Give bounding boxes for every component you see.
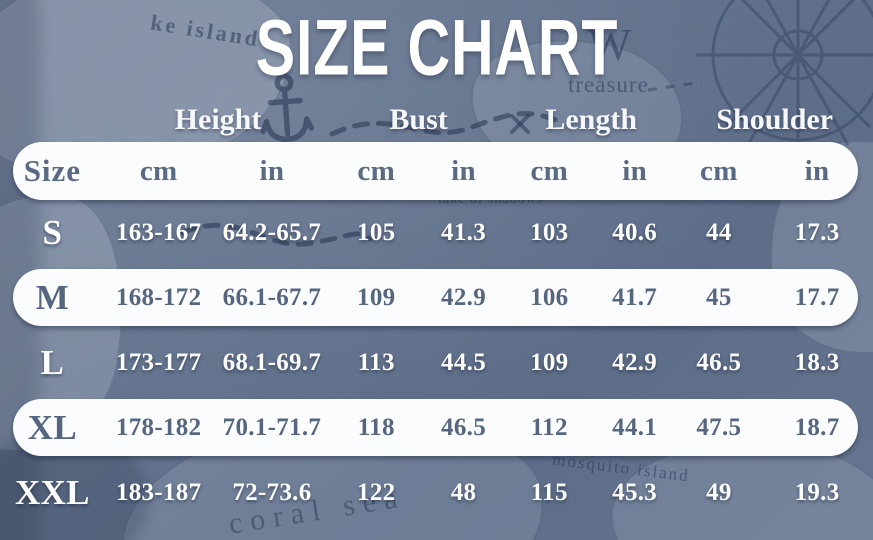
table-cell: 17.3 — [794, 218, 840, 246]
table-cell: 40.6 — [612, 218, 658, 246]
table-cell: 105 — [357, 218, 396, 246]
compass-rose-icon — [688, 0, 873, 165]
table-row-xxl: XXL 183-187 72-73.6 122 48 115 45.3 49 1… — [0, 460, 873, 525]
header-height-in: in — [259, 154, 285, 187]
table-cell: 118 — [357, 413, 395, 441]
table-row-s: S 163-167 64.2-65.7 105 41.3 103 40.6 44… — [0, 200, 873, 265]
size-label: M — [35, 277, 70, 317]
table-cell: 178-182 — [115, 413, 202, 441]
header-size: Size — [23, 153, 82, 188]
column-group-height: Height — [174, 103, 262, 136]
table-cell: 18.7 — [794, 413, 840, 441]
table-cell: 44.5 — [441, 348, 486, 376]
header-length-in: in — [622, 154, 648, 187]
header-bust-cm: cm — [357, 154, 396, 187]
table-cell: 41.3 — [441, 218, 486, 246]
size-label: L — [40, 342, 65, 382]
table-cell: 19.3 — [794, 478, 840, 506]
table-cell: 183-187 — [115, 478, 202, 506]
map-compass-west-letter: W — [588, 19, 632, 70]
table-cell: 41.7 — [612, 283, 658, 311]
map-label-treasure: treasure — [568, 72, 649, 97]
table-cell: 42.9 — [441, 283, 486, 311]
table-cell: 122 — [357, 478, 396, 506]
table-cell: 66.1-67.7 — [222, 283, 322, 311]
header-bust-in: in — [451, 154, 476, 187]
header-shoulder-cm: cm — [700, 154, 738, 187]
table-cell: 18.3 — [794, 348, 840, 376]
table-cell: 68.1-69.7 — [222, 348, 322, 376]
table-cell: 115 — [530, 478, 568, 506]
table-header-row: Size cm in cm in cm in cm in — [0, 142, 873, 200]
table-cell: 113 — [357, 348, 395, 376]
table-cell: 47.5 — [696, 413, 742, 441]
table-cell: 49 — [706, 478, 732, 506]
table-cell: 112 — [530, 413, 568, 441]
table-cell: 103 — [530, 218, 569, 246]
anchor-icon — [255, 70, 316, 152]
table-cell: 17.7 — [794, 283, 840, 311]
header-shoulder-in: in — [804, 154, 830, 187]
header-length-cm: cm — [530, 154, 569, 187]
table-cell: 45.3 — [612, 478, 658, 506]
table-body: S 163-167 64.2-65.7 105 41.3 103 40.6 44… — [0, 200, 873, 525]
table-row-xl: XL 178-182 70.1-71.7 118 46.5 112 44.1 4… — [0, 395, 873, 460]
table-cell: 168-172 — [115, 283, 202, 311]
header-height-cm: cm — [139, 154, 178, 187]
table-cell: 42.9 — [612, 348, 658, 376]
size-label: S — [42, 212, 63, 252]
table-cell: 45 — [706, 283, 732, 311]
table-cell: 70.1-71.7 — [222, 413, 322, 441]
column-group-header-row: Height Bust Length Shoulder — [0, 98, 873, 142]
table-cell: 46.5 — [696, 348, 742, 376]
table-cell: 109 — [357, 283, 396, 311]
table-row-l: L 173-177 68.1-69.7 113 44.5 109 42.9 46… — [0, 330, 873, 395]
table-cell: 163-167 — [115, 218, 202, 246]
size-label: XL — [27, 407, 77, 447]
table-cell: 64.2-65.7 — [222, 218, 322, 246]
page-title: SIZE CHART — [255, 4, 618, 92]
table-cell: 72-73.6 — [232, 478, 312, 506]
column-group-length: Length — [545, 103, 638, 136]
table-row-m: M 168-172 66.1-67.7 109 42.9 106 41.7 45… — [0, 265, 873, 330]
column-group-bust: Bust — [389, 103, 448, 136]
table-cell: 173-177 — [115, 348, 202, 376]
table-cell: 44 — [706, 218, 732, 246]
table-cell: 106 — [530, 283, 569, 311]
table-cell: 48 — [450, 478, 477, 506]
table-cell: 44.1 — [612, 413, 658, 441]
column-group-shoulder: Shoulder — [716, 103, 834, 136]
size-label: XXL — [14, 472, 90, 512]
table-cell: 46.5 — [441, 413, 486, 441]
table-cell: 109 — [530, 348, 569, 376]
